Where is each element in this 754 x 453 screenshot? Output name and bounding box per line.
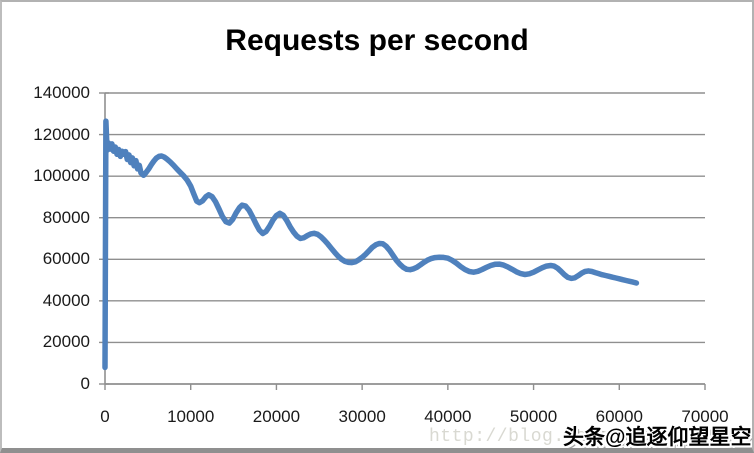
y-axis-label: 0: [80, 374, 90, 393]
y-axis-label: 100000: [33, 166, 90, 186]
series-line: [102, 118, 640, 371]
x-axis-label: 40000: [424, 407, 472, 426]
x-axis-label: 70000: [681, 407, 729, 426]
x-axis-label: 10000: [167, 407, 215, 426]
y-axis-label: 20000: [42, 332, 90, 352]
y-axis-label: 140000: [33, 83, 90, 102]
watermark-url: http://blog.csdn.net: [429, 427, 656, 447]
y-axis-label: 40000: [42, 290, 90, 310]
x-axis-label: 30000: [338, 407, 386, 426]
x-axis-label: 60000: [595, 407, 643, 426]
y-axis-label: 60000: [42, 249, 90, 269]
x-axis-label: 0: [100, 407, 110, 426]
watermark-badge: 头条@追逐仰望星空: [563, 426, 752, 449]
x-axis-label: 50000: [509, 407, 558, 426]
y-axis-label: 120000: [33, 124, 90, 144]
chart-title: Requests per second: [225, 24, 529, 57]
y-axis-label: 80000: [42, 207, 90, 227]
x-axis-label: 20000: [252, 407, 301, 426]
